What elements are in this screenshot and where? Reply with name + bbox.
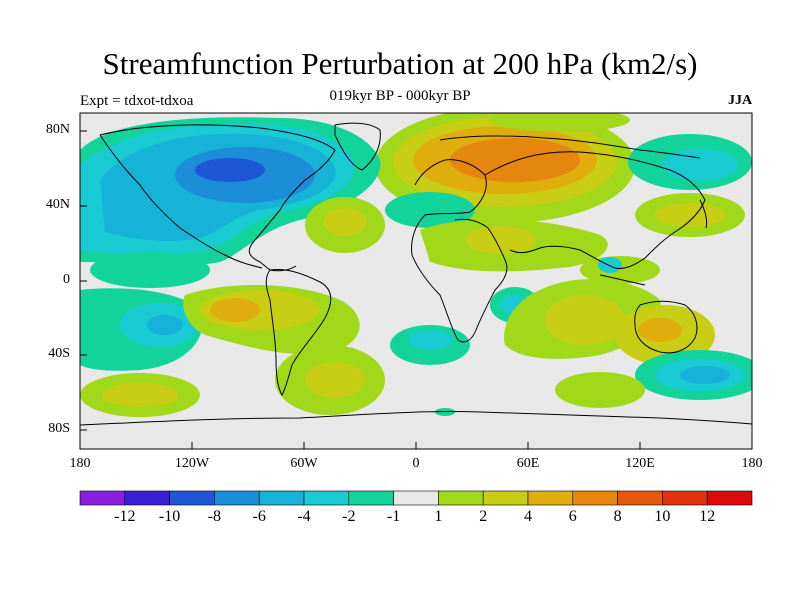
colorbar-swatch (79, 490, 126, 506)
field-tropical-neg (90, 252, 210, 288)
coastline-north-america-west (99, 134, 263, 269)
chart-title: Streamfunction Perturbation at 200 hPa (… (102, 46, 698, 81)
colorbar-swatch (617, 490, 663, 506)
season-label: JJA (728, 93, 753, 108)
colorbar-label: -2 (342, 508, 356, 525)
colorbar-swatch (169, 490, 215, 506)
experiment-label: Expt = tdxot-tdxoa (80, 93, 194, 109)
field-sh-pos-far-west-inner (102, 383, 178, 407)
coastline-australia (634, 300, 698, 354)
field-africa-pos-inner (465, 226, 535, 254)
colorbar-label: -8 (207, 508, 222, 525)
field-australia-pos-inner (638, 318, 682, 342)
colorbar-swatch (393, 490, 439, 506)
coastline-asia (484, 151, 706, 269)
colorbar-label: 8 (613, 508, 622, 525)
colorbar-swatch (258, 490, 305, 506)
lat-label-0: 0 (63, 272, 70, 287)
lon-label-60w: 60W (290, 456, 318, 471)
field-sh-pos-pacific-l6 (210, 298, 260, 322)
field-sh-neg-core (147, 315, 183, 335)
coastline-indonesia (599, 274, 646, 286)
colorbar-swatch (706, 490, 753, 506)
lon-label-60e: 60E (516, 456, 540, 471)
lon-label-180e: 180 (741, 456, 763, 471)
lat-label-80n: 80N (45, 122, 70, 137)
field-namerica-l8 (195, 158, 265, 182)
coastline-north-america (99, 124, 336, 272)
colorbar-swatch (527, 490, 574, 506)
lat-label-40n: 40N (45, 197, 70, 212)
colorbar-swatch (124, 490, 170, 506)
field-natlantic-pos-inner (323, 208, 367, 236)
coastlines (80, 122, 752, 426)
lon-label-180w: 180 (69, 456, 91, 471)
axis-ticks (79, 130, 753, 449)
colorbar-label: -4 (297, 508, 311, 525)
colorbar-swatch (303, 490, 350, 506)
colorbar-swatch (348, 490, 394, 506)
lat-label-80s: 80S (48, 421, 70, 436)
colorbar-swatch (482, 490, 529, 506)
colorbar-label: -6 (252, 508, 266, 525)
coastline-greenland (334, 122, 381, 171)
field-swpacific-neg-l4 (680, 366, 730, 384)
field-pacific-arctic-l2 (490, 113, 630, 132)
field-southern-ocean-neg-inner (408, 330, 452, 350)
colorbar-label: 12 (699, 508, 716, 525)
field-npacific-neg-inner (662, 149, 738, 181)
colorbar-label: -1 (386, 508, 401, 525)
field-natlantic-neg (385, 192, 475, 228)
coastline-antarctica (80, 411, 752, 426)
field-sh-pos-south (555, 372, 645, 408)
field-eurasia-l8 (450, 138, 580, 182)
colorbar (79, 490, 753, 506)
colorbar-label: 1 (434, 508, 443, 525)
colorbar-label: 4 (524, 508, 532, 525)
lon-label-120w: 120W (174, 456, 210, 471)
colorbar-swatch (438, 490, 484, 506)
lon-label-0: 0 (412, 456, 420, 471)
field-sh-pos-atlantic-inner (305, 362, 365, 398)
field-npacific-pos-inner (655, 203, 725, 227)
field-maritime-neg (598, 257, 622, 273)
coastline-arctic (439, 135, 701, 159)
coastline-south-america (265, 269, 332, 397)
field-indian-ocean-pos-inner (545, 295, 625, 345)
colorbar-label: 10 (654, 508, 671, 525)
chart-subtitle: 019kyr BP - 000kyr BP (329, 88, 471, 104)
colorbar-label: -10 (158, 508, 181, 525)
lat-label-40s: 40S (48, 346, 70, 361)
colorbar-swatch (662, 490, 708, 506)
colorbar-label: 2 (479, 508, 488, 525)
lon-label-120e: 120E (625, 456, 655, 471)
colorbar-swatch (572, 490, 618, 506)
colorbar-swatch (214, 490, 260, 506)
colorbar-label: -12 (114, 508, 136, 525)
coastline-japan (699, 199, 708, 229)
colorbar-label: 6 (568, 508, 577, 525)
